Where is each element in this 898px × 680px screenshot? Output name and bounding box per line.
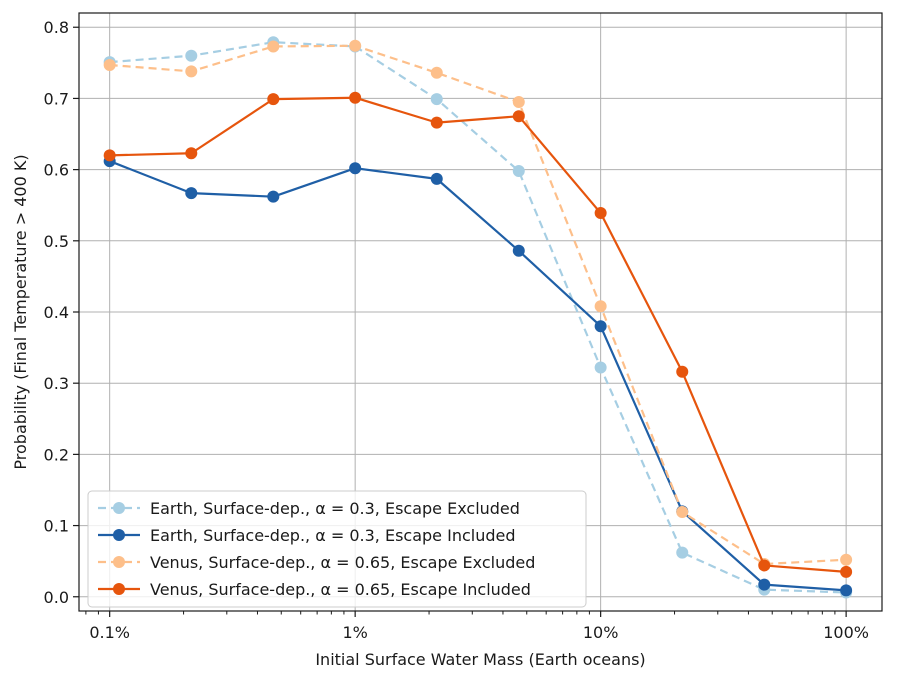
data-point xyxy=(267,190,280,203)
legend-entry: Earth, Surface-dep., α = 0.3, Escape Inc… xyxy=(98,526,516,545)
data-point xyxy=(185,65,198,78)
data-point xyxy=(512,165,525,178)
data-point xyxy=(349,39,362,52)
data-point xyxy=(840,553,853,566)
series-line xyxy=(109,41,847,594)
series-3 xyxy=(103,39,853,571)
data-point xyxy=(594,320,607,333)
x-tick-label: 100% xyxy=(823,623,869,642)
data-point xyxy=(676,365,689,378)
x-tick-label: 0.1% xyxy=(89,623,130,642)
data-point xyxy=(430,66,443,79)
y-axis-title: Probability (Final Temperature > 400 K) xyxy=(11,154,30,469)
data-point xyxy=(758,578,771,591)
x-axis-title: Initial Surface Water Mass (Earth oceans… xyxy=(315,650,645,669)
data-point xyxy=(103,58,116,71)
data-point xyxy=(185,147,198,160)
legend-label: Venus, Surface-dep., α = 0.65, Escape In… xyxy=(150,580,531,599)
data-point xyxy=(840,584,853,597)
data-point xyxy=(103,149,116,162)
data-point xyxy=(349,91,362,104)
data-point xyxy=(594,361,607,374)
data-point xyxy=(430,172,443,185)
y-tick-label: 0.0 xyxy=(44,588,69,607)
legend-marker xyxy=(113,529,125,541)
data-point xyxy=(512,244,525,257)
data-point xyxy=(512,95,525,108)
y-tick-label: 0.1 xyxy=(44,517,69,536)
legend-marker xyxy=(113,583,125,595)
data-point xyxy=(676,546,689,559)
data-point xyxy=(430,116,443,129)
y-tick-label: 0.2 xyxy=(44,445,69,464)
legend-label: Venus, Surface-dep., α = 0.65, Escape Ex… xyxy=(150,553,535,572)
data-point xyxy=(267,40,280,53)
y-tick-label: 0.8 xyxy=(44,18,69,37)
series-line xyxy=(109,96,847,573)
legend-entry: Venus, Surface-dep., α = 0.65, Escape In… xyxy=(98,580,531,599)
legend-marker xyxy=(113,556,125,568)
legend-label: Earth, Surface-dep., α = 0.3, Escape Inc… xyxy=(150,526,516,545)
data-point xyxy=(185,187,198,200)
y-tick-label: 0.6 xyxy=(44,161,69,180)
legend: Earth, Surface-dep., α = 0.3, Escape Exc… xyxy=(87,490,587,608)
axes: 0.1% 1% 10% 100% 0.0 0.1 0.2 0.3 0.4 0.5 0.6 0.7 0.8 xyxy=(44,18,869,642)
legend-box xyxy=(87,490,587,608)
legend-entry: Venus, Surface-dep., α = 0.65, Escape Ex… xyxy=(98,553,535,572)
data-point xyxy=(267,93,280,106)
x-tick-label: 1% xyxy=(342,623,367,642)
series-4 xyxy=(103,91,853,578)
legend-entry: Earth, Surface-dep., α = 0.3, Escape Exc… xyxy=(98,499,520,518)
x-tick-label: 10% xyxy=(583,623,619,642)
series-group xyxy=(103,36,853,599)
series-line xyxy=(109,160,847,592)
y-tick-label: 0.3 xyxy=(44,374,69,393)
data-point xyxy=(594,207,607,220)
y-tick-label: 0.7 xyxy=(44,89,69,108)
data-point xyxy=(185,49,198,62)
data-point xyxy=(430,93,443,106)
y-tick-label: 0.5 xyxy=(44,232,69,251)
legend-label: Earth, Surface-dep., α = 0.3, Escape Exc… xyxy=(150,499,520,518)
series-line xyxy=(109,44,847,566)
data-point xyxy=(840,565,853,578)
y-tick-label: 0.4 xyxy=(44,303,69,322)
data-point xyxy=(594,300,607,313)
data-point xyxy=(758,559,771,572)
legend-marker xyxy=(113,502,125,514)
data-point xyxy=(512,110,525,123)
data-point xyxy=(676,506,689,519)
data-point xyxy=(349,162,362,175)
